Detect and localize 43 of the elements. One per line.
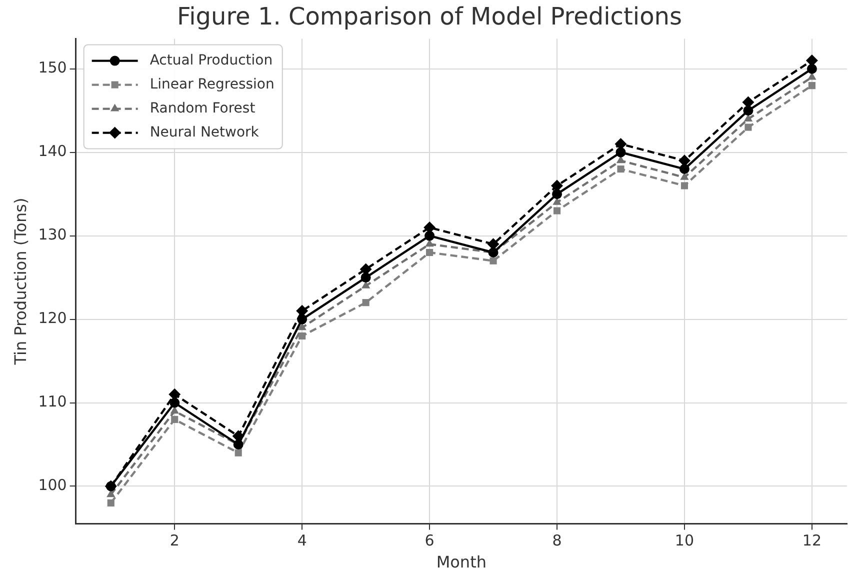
x-tick-label: 12 <box>802 532 822 550</box>
legend-label: Random Forest <box>150 100 256 116</box>
y-tick-label: 150 <box>38 58 67 77</box>
point <box>360 272 371 283</box>
point <box>106 481 116 492</box>
point <box>233 439 244 450</box>
legend-label: Actual Production <box>150 52 273 68</box>
x-axis-title: Month <box>436 552 486 572</box>
point <box>490 257 497 264</box>
point <box>424 230 435 241</box>
point <box>488 248 498 258</box>
point <box>617 165 624 173</box>
point <box>426 248 434 256</box>
legend-label: Neural Network <box>150 124 260 140</box>
point <box>297 314 308 324</box>
point <box>806 64 817 74</box>
x-tick-label: 2 <box>170 532 180 550</box>
point <box>107 499 114 506</box>
point <box>298 332 306 340</box>
point <box>170 398 180 408</box>
point <box>744 124 752 131</box>
point <box>234 449 242 456</box>
x-tick-label: 8 <box>552 532 562 550</box>
point <box>362 299 370 306</box>
point <box>553 207 561 214</box>
y-tick-label: 120 <box>38 309 67 328</box>
y-tick-label: 100 <box>38 476 67 494</box>
x-tick-label: 6 <box>424 532 434 550</box>
x-tick-label: 4 <box>297 532 307 550</box>
y-axis-title: Tin Production (Tons) <box>10 198 30 366</box>
point <box>171 416 178 423</box>
y-tick-label: 130 <box>38 226 67 244</box>
y-tick-label: 140 <box>38 142 67 160</box>
chart-title: Figure 1. Comparison of Model Predictions <box>177 2 682 31</box>
point <box>616 147 626 158</box>
point <box>679 164 690 174</box>
x-tick-label: 10 <box>674 532 694 550</box>
point <box>808 82 816 90</box>
legend-label: Linear Regression <box>150 76 274 92</box>
point <box>743 106 754 116</box>
point <box>552 189 562 200</box>
y-tick-label: 110 <box>38 392 67 411</box>
point <box>680 182 688 190</box>
